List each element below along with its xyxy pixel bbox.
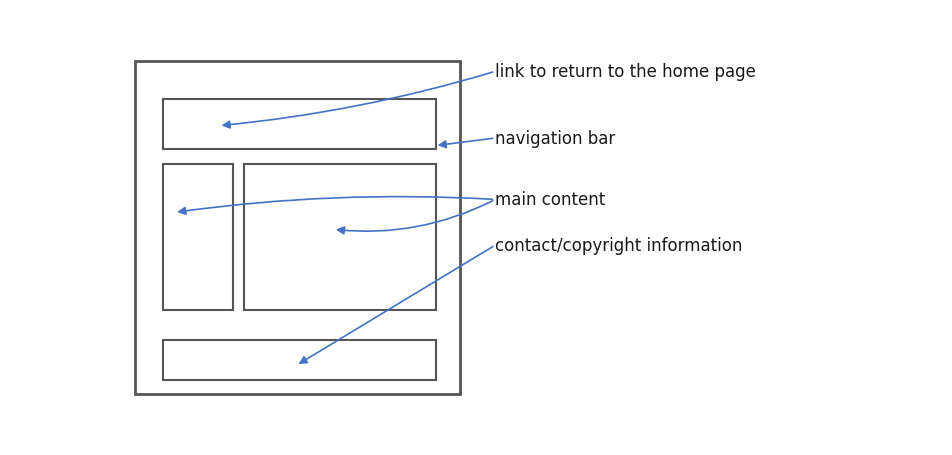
Bar — [164, 340, 436, 380]
Bar — [135, 61, 460, 394]
Bar — [164, 100, 436, 149]
Bar — [245, 165, 436, 310]
Bar — [164, 165, 233, 310]
Text: link to return to the home page: link to return to the home page — [495, 63, 756, 81]
Text: contact/copyright information: contact/copyright information — [495, 237, 743, 254]
Text: main content: main content — [495, 191, 605, 209]
Text: navigation bar: navigation bar — [495, 130, 616, 148]
